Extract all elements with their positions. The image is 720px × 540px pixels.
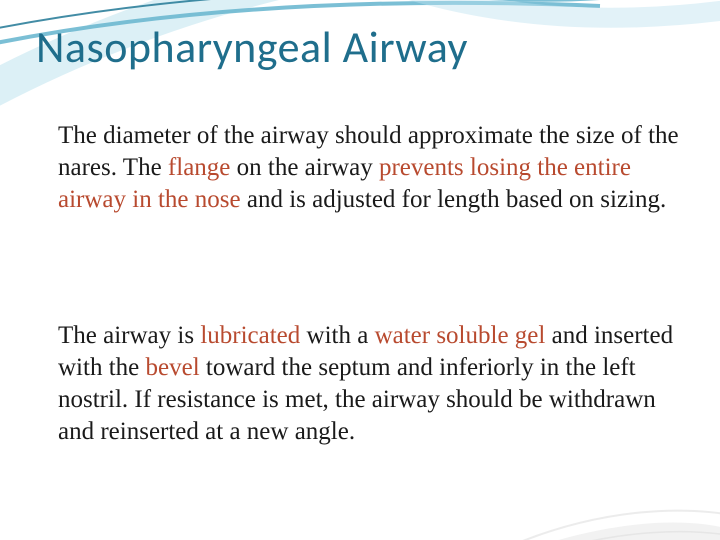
text: . The [111, 154, 168, 181]
paragraph-2: The airway is lubricated with a water so… [58, 320, 680, 448]
text: The diameter of the airway should approx… [58, 122, 679, 149]
text: The airway is [58, 322, 200, 349]
highlight-text: flange [168, 154, 230, 181]
highlight-text: bevel [146, 354, 200, 381]
text: with a [300, 322, 374, 349]
highlight-text: lubricated [200, 322, 300, 349]
paragraph-1: The diameter of the airway should approx… [58, 120, 680, 216]
text: and is adjusted for length based on sizi… [241, 186, 667, 213]
text: nares [58, 154, 111, 181]
background-decoration [0, 0, 720, 540]
highlight-text: water soluble gel [375, 322, 546, 349]
slide: Nasopharyngeal Airway The diameter of th… [0, 0, 720, 540]
text: on the airway [230, 154, 379, 181]
slide-title: Nasopharyngeal Airway [36, 20, 468, 74]
